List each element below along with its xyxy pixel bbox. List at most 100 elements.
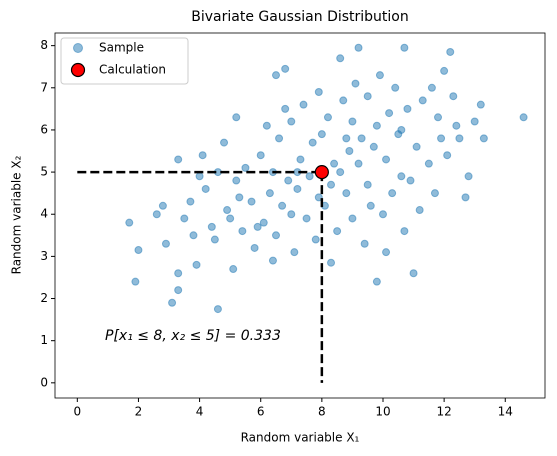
y-tick-label: 2	[40, 291, 48, 305]
y-tick-label: 6	[40, 122, 48, 136]
sample-point	[357, 134, 366, 143]
sample-point	[220, 138, 229, 147]
sample-point	[336, 168, 345, 177]
sample-point	[470, 117, 479, 126]
sample-point	[415, 206, 424, 215]
sample-point	[207, 222, 216, 231]
x-tick-label: 12	[436, 405, 451, 419]
sample-point	[247, 197, 256, 206]
sample-point	[308, 138, 317, 147]
x-tick-label: 14	[498, 405, 513, 419]
sample-point	[268, 256, 277, 265]
sample-point	[305, 172, 314, 181]
sample-point	[235, 193, 244, 202]
sample-point	[152, 210, 161, 219]
sample-point	[345, 147, 354, 156]
sample-point	[186, 197, 195, 206]
sample-point	[259, 218, 268, 227]
y-tick-label: 4	[40, 207, 48, 221]
sample-point	[302, 214, 311, 223]
sample-point	[226, 214, 235, 223]
sample-point	[437, 134, 446, 143]
y-axis-label: Random variable X₂	[10, 155, 24, 274]
x-tick-label: 6	[257, 405, 265, 419]
legend-marker	[73, 43, 83, 53]
sample-point	[360, 239, 369, 248]
sample-point	[363, 92, 372, 101]
sample-point	[189, 231, 198, 240]
sample-point	[262, 121, 271, 130]
x-tick-label: 8	[318, 405, 326, 419]
sample-point	[290, 248, 299, 257]
legend-label: Sample	[99, 41, 144, 55]
sample-point	[418, 96, 427, 105]
sample-point	[232, 113, 241, 122]
sample-point	[296, 155, 305, 164]
sample-point	[391, 83, 400, 92]
sample-point	[253, 222, 262, 231]
chart-title: Bivariate Gaussian Distribution	[191, 9, 409, 25]
sample-point	[272, 71, 281, 80]
sample-point	[125, 218, 134, 227]
sample-point	[232, 176, 241, 185]
sample-point	[198, 151, 207, 160]
sample-point	[174, 286, 183, 295]
sample-point	[238, 227, 247, 236]
sample-point	[342, 189, 351, 198]
sample-point	[455, 134, 464, 143]
sample-point	[241, 163, 250, 172]
y-tick-label: 3	[40, 249, 48, 263]
sample-point	[168, 298, 177, 307]
sample-point	[397, 172, 406, 181]
sample-point	[265, 189, 274, 198]
sample-point	[348, 214, 357, 223]
sample-point	[293, 184, 302, 193]
sample-point	[369, 142, 378, 151]
sample-point	[366, 201, 375, 210]
y-tick-label: 8	[40, 38, 48, 52]
sample-point	[351, 79, 360, 88]
sample-point	[131, 277, 140, 286]
sample-point	[430, 189, 439, 198]
sample-point	[388, 189, 397, 198]
sample-point	[195, 172, 204, 181]
sample-point	[354, 43, 363, 52]
sample-point	[412, 142, 421, 151]
x-tick-label: 2	[135, 405, 143, 419]
legend-marker	[70, 62, 86, 78]
sample-point	[339, 96, 348, 105]
sample-point	[250, 243, 259, 252]
sample-point	[287, 117, 296, 126]
sample-point	[281, 104, 290, 113]
sample-point	[476, 100, 485, 109]
sample-point	[229, 265, 238, 274]
sample-point	[158, 201, 167, 210]
sample-point	[327, 258, 336, 267]
sample-point	[449, 92, 458, 101]
sample-point	[400, 43, 409, 52]
sample-point	[424, 159, 433, 168]
x-tick-label: 0	[73, 405, 81, 419]
sample-point	[210, 235, 219, 244]
sample-point	[452, 121, 461, 130]
sample-point	[479, 134, 488, 143]
sample-point	[519, 113, 528, 122]
sample-point	[354, 159, 363, 168]
sample-point	[134, 246, 143, 255]
sample-point	[327, 180, 336, 189]
sample-point	[375, 71, 384, 80]
sample-point	[275, 134, 284, 143]
sample-point	[174, 269, 183, 278]
sample-point	[278, 201, 287, 210]
sample-point	[378, 210, 387, 219]
sample-point	[299, 100, 308, 109]
sample-point	[161, 239, 170, 248]
calculation-point	[314, 164, 329, 180]
sample-point	[256, 151, 265, 160]
x-tick-label: 4	[196, 405, 204, 419]
x-tick-label: 10	[375, 405, 390, 419]
sample-point	[323, 113, 332, 122]
sample-point	[372, 277, 381, 286]
sample-point	[443, 151, 452, 160]
